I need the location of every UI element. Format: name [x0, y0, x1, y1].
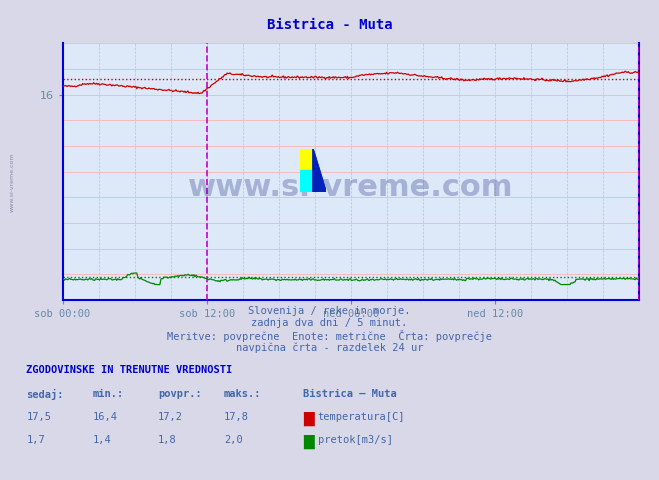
Polygon shape: [313, 149, 326, 192]
Text: www.si-vreme.com: www.si-vreme.com: [9, 153, 14, 212]
Polygon shape: [313, 149, 326, 192]
Text: maks.:: maks.:: [224, 389, 262, 399]
Text: ZGODOVINSKE IN TRENUTNE VREDNOSTI: ZGODOVINSKE IN TRENUTNE VREDNOSTI: [26, 365, 233, 375]
Text: Bistrica – Muta: Bistrica – Muta: [303, 389, 397, 399]
Text: pretok[m3/s]: pretok[m3/s]: [318, 435, 393, 445]
Text: 1,8: 1,8: [158, 435, 177, 445]
Text: 17,5: 17,5: [26, 412, 51, 422]
Text: 1,4: 1,4: [92, 435, 111, 445]
Text: █: █: [303, 435, 314, 449]
Text: 16,4: 16,4: [92, 412, 117, 422]
Text: povpr.:: povpr.:: [158, 389, 202, 399]
Text: 17,2: 17,2: [158, 412, 183, 422]
Text: Slovenija / reke in morje.: Slovenija / reke in morje.: [248, 306, 411, 316]
Text: 1,7: 1,7: [26, 435, 45, 445]
Text: sedaj:: sedaj:: [26, 389, 64, 400]
Polygon shape: [300, 170, 313, 192]
Text: zadnja dva dni / 5 minut.: zadnja dva dni / 5 minut.: [251, 318, 408, 328]
Text: 2,0: 2,0: [224, 435, 243, 445]
Polygon shape: [300, 149, 313, 170]
Text: Bistrica - Muta: Bistrica - Muta: [267, 18, 392, 32]
Text: Meritve: povprečne  Enote: metrične  Črta: povprečje: Meritve: povprečne Enote: metrične Črta:…: [167, 330, 492, 342]
Text: temperatura[C]: temperatura[C]: [318, 412, 405, 422]
Text: www.si-vreme.com: www.si-vreme.com: [188, 172, 513, 202]
Text: min.:: min.:: [92, 389, 123, 399]
Text: navpična črta - razdelek 24 ur: navpična črta - razdelek 24 ur: [236, 342, 423, 353]
Text: █: █: [303, 412, 314, 426]
Text: 17,8: 17,8: [224, 412, 249, 422]
